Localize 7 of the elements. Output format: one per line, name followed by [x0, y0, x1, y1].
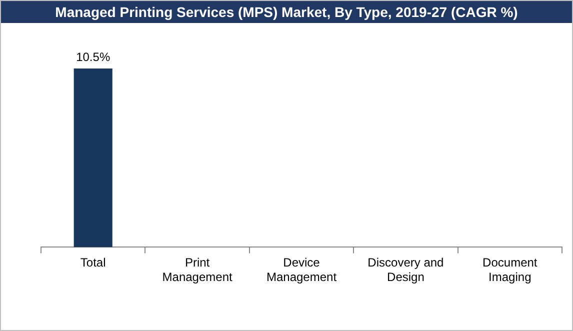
x-tick-label: Device Management	[266, 256, 338, 284]
x-tick-label: Discovery and Design	[368, 256, 444, 284]
chart-title: Managed Printing Services (MPS) Market, By Type, 2019-27 (CAGR %)	[1, 1, 572, 23]
x-tick-label: Total	[80, 256, 106, 270]
data-label: 10.5%	[76, 50, 110, 64]
x-tick-label: Document Imaging	[482, 256, 538, 284]
x-tick-label: Print Management	[162, 256, 233, 284]
